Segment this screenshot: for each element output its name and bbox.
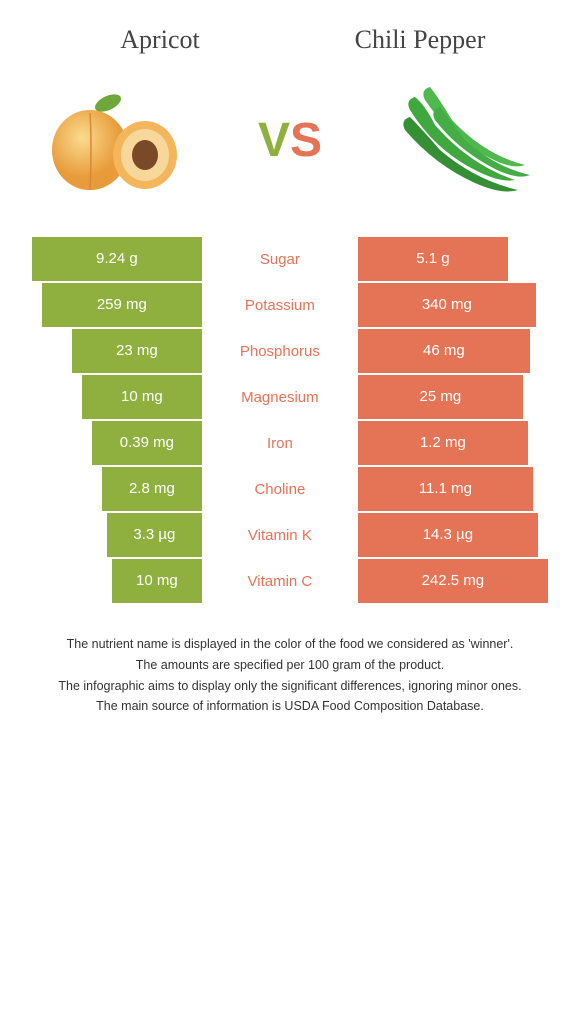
left-value: 2.8 mg — [102, 467, 202, 511]
nutrient-label: Phosphorus — [202, 329, 358, 373]
nutrient-label: Potassium — [202, 283, 358, 327]
footer-line: The nutrient name is displayed in the co… — [35, 635, 545, 654]
nutrient-label: Choline — [202, 467, 358, 511]
infographic-container: Apricot Chili Pepper VS — [0, 0, 580, 743]
nutrient-label: Iron — [202, 421, 358, 465]
vs-s: S — [290, 114, 322, 167]
nutrient-label: Vitamin C — [202, 559, 358, 603]
right-value: 340 mg — [358, 283, 536, 327]
right-value: 14.3 µg — [358, 513, 538, 557]
footer-line: The main source of information is USDA F… — [35, 697, 545, 716]
chili-pepper-icon — [380, 75, 540, 205]
table-row: 23 mgPhosphorus46 mg — [30, 329, 550, 373]
right-value: 25 mg — [358, 375, 523, 419]
vs-v: V — [258, 114, 290, 167]
right-value: 46 mg — [358, 329, 530, 373]
left-value: 9.24 g — [32, 237, 202, 281]
table-row: 0.39 mgIron1.2 mg — [30, 421, 550, 465]
table-row: 259 mgPotassium340 mg — [30, 283, 550, 327]
table-row: 3.3 µgVitamin K14.3 µg — [30, 513, 550, 557]
nutrient-label: Vitamin K — [202, 513, 358, 557]
table-row: 9.24 gSugar5.1 g — [30, 237, 550, 281]
left-value: 0.39 mg — [92, 421, 202, 465]
table-row: 10 mgVitamin C242.5 mg — [30, 559, 550, 603]
table-row: 10 mgMagnesium25 mg — [30, 375, 550, 419]
apricot-icon — [40, 75, 200, 205]
nutrient-label: Magnesium — [202, 375, 358, 419]
left-value: 23 mg — [72, 329, 202, 373]
right-value: 242.5 mg — [358, 559, 548, 603]
footer-line: The infographic aims to display only the… — [35, 677, 545, 696]
right-value: 1.2 mg — [358, 421, 528, 465]
left-value: 10 mg — [112, 559, 202, 603]
left-food-title: Apricot — [30, 25, 290, 55]
nutrient-label: Sugar — [202, 237, 358, 281]
comparison-table: 9.24 gSugar5.1 g259 mgPotassium340 mg23 … — [30, 235, 550, 605]
right-value: 5.1 g — [358, 237, 508, 281]
footer-text: The nutrient name is displayed in the co… — [30, 635, 550, 716]
header-row: Apricot Chili Pepper — [30, 25, 550, 55]
left-value: 10 mg — [82, 375, 202, 419]
right-value: 11.1 mg — [358, 467, 533, 511]
images-row: VS — [30, 75, 550, 205]
footer-line: The amounts are specified per 100 gram o… — [35, 656, 545, 675]
right-food-title: Chili Pepper — [290, 25, 550, 55]
table-row: 2.8 mgCholine11.1 mg — [30, 467, 550, 511]
left-value: 3.3 µg — [107, 513, 202, 557]
left-value: 259 mg — [42, 283, 202, 327]
vs-badge: VS — [258, 113, 322, 168]
